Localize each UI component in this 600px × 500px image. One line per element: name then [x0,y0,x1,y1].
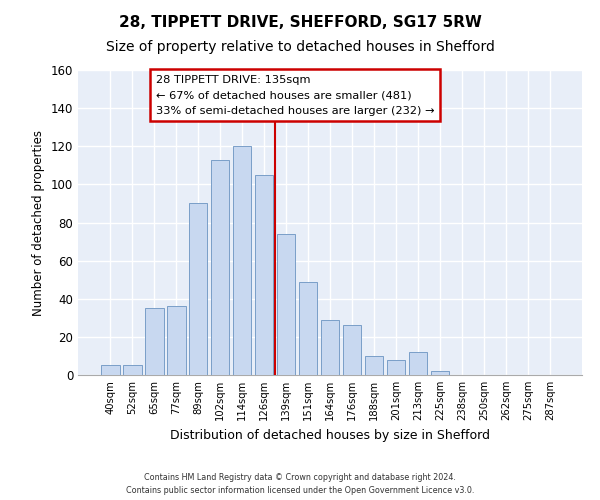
Text: 28 TIPPETT DRIVE: 135sqm
← 67% of detached houses are smaller (481)
33% of semi-: 28 TIPPETT DRIVE: 135sqm ← 67% of detach… [156,74,434,116]
X-axis label: Distribution of detached houses by size in Shefford: Distribution of detached houses by size … [170,428,490,442]
Bar [255,175,274,375]
Text: Size of property relative to detached houses in Shefford: Size of property relative to detached ho… [106,40,494,54]
Bar [409,352,427,375]
Bar [123,366,142,375]
Bar [343,326,361,375]
Bar [101,366,119,375]
Text: Contains HM Land Registry data © Crown copyright and database right 2024.
Contai: Contains HM Land Registry data © Crown c… [126,474,474,495]
Bar [145,308,164,375]
Bar [320,320,340,375]
Bar [431,371,449,375]
Bar [299,282,317,375]
Y-axis label: Number of detached properties: Number of detached properties [32,130,45,316]
Bar [365,356,383,375]
Bar [189,204,208,375]
Text: 28, TIPPETT DRIVE, SHEFFORD, SG17 5RW: 28, TIPPETT DRIVE, SHEFFORD, SG17 5RW [119,15,481,30]
Bar [233,146,251,375]
Bar [386,360,405,375]
Bar [211,160,229,375]
Bar [167,306,185,375]
Bar [277,234,295,375]
